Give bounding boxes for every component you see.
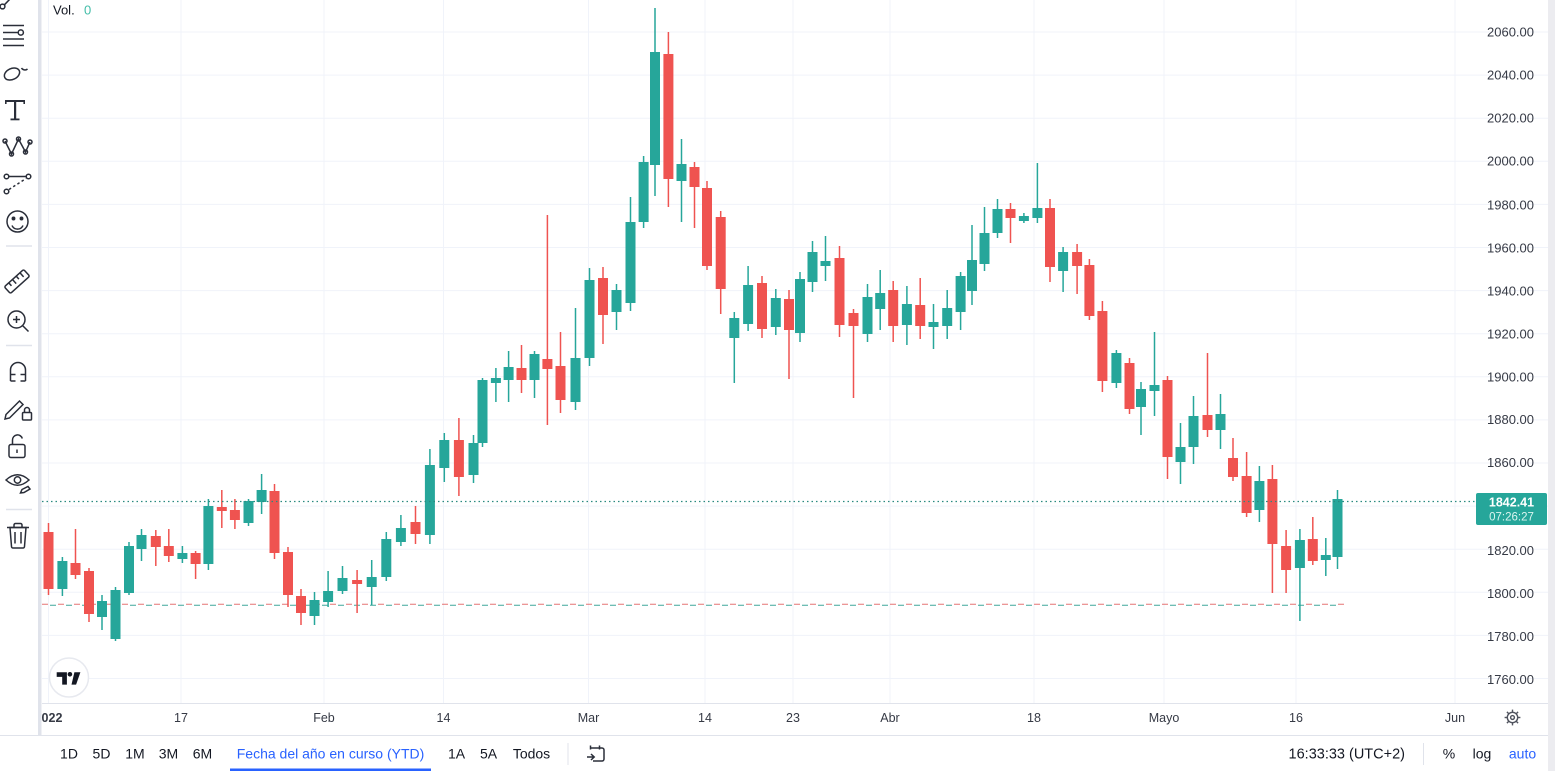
svg-text:1800.00: 1800.00 [1487, 586, 1534, 601]
svg-text:log: log [1473, 746, 1492, 762]
svg-text:1980.00: 1980.00 [1487, 197, 1534, 212]
svg-text:17: 17 [174, 711, 188, 725]
svg-text:14: 14 [698, 711, 712, 725]
svg-text:07:26:27: 07:26:27 [1489, 512, 1534, 524]
svg-text:Feb: Feb [313, 711, 335, 725]
svg-text:Jun: Jun [1445, 711, 1465, 725]
svg-text:16: 16 [1289, 711, 1303, 725]
svg-text:Fecha del año en curso (YTD): Fecha del año en curso (YTD) [237, 746, 425, 762]
svg-text:1940.00: 1940.00 [1487, 283, 1534, 298]
svg-text:14: 14 [437, 711, 451, 725]
svg-text:2060.00: 2060.00 [1487, 25, 1534, 40]
svg-text:1880.00: 1880.00 [1487, 412, 1534, 427]
svg-text:2000.00: 2000.00 [1487, 154, 1534, 169]
svg-text:%: % [1443, 746, 1455, 762]
svg-text:1760.00: 1760.00 [1487, 672, 1534, 687]
svg-text:23: 23 [786, 711, 800, 725]
svg-text:2020.00: 2020.00 [1487, 111, 1534, 126]
svg-text:1A: 1A [448, 746, 466, 762]
svg-text:0: 0 [84, 3, 91, 18]
svg-text:Vol.: Vol. [53, 3, 75, 18]
svg-text:1780.00: 1780.00 [1487, 629, 1534, 644]
svg-text:1D: 1D [60, 746, 78, 762]
svg-text:5D: 5D [93, 746, 111, 762]
svg-text:1960.00: 1960.00 [1487, 240, 1534, 255]
svg-text:18: 18 [1027, 711, 1041, 725]
svg-text:auto: auto [1509, 746, 1536, 762]
svg-text:1820.00: 1820.00 [1487, 543, 1534, 558]
svg-text:1860.00: 1860.00 [1487, 455, 1534, 470]
svg-text:5A: 5A [480, 746, 498, 762]
svg-text:Abr: Abr [880, 711, 899, 725]
svg-text:Mar: Mar [578, 711, 600, 725]
svg-text:3M: 3M [159, 746, 178, 762]
svg-text:2040.00: 2040.00 [1487, 68, 1534, 83]
svg-text:1900.00: 1900.00 [1487, 369, 1534, 384]
svg-text:1920.00: 1920.00 [1487, 326, 1534, 341]
svg-text:6M: 6M [193, 746, 212, 762]
svg-text:16:33:33 (UTC+2): 16:33:33 (UTC+2) [1289, 747, 1405, 763]
svg-text:Mayo: Mayo [1149, 711, 1180, 725]
svg-text:1M: 1M [125, 746, 144, 762]
svg-text:Todos: Todos [513, 746, 550, 762]
svg-text:2022: 2022 [35, 711, 63, 725]
svg-text:1842.41: 1842.41 [1489, 496, 1534, 510]
